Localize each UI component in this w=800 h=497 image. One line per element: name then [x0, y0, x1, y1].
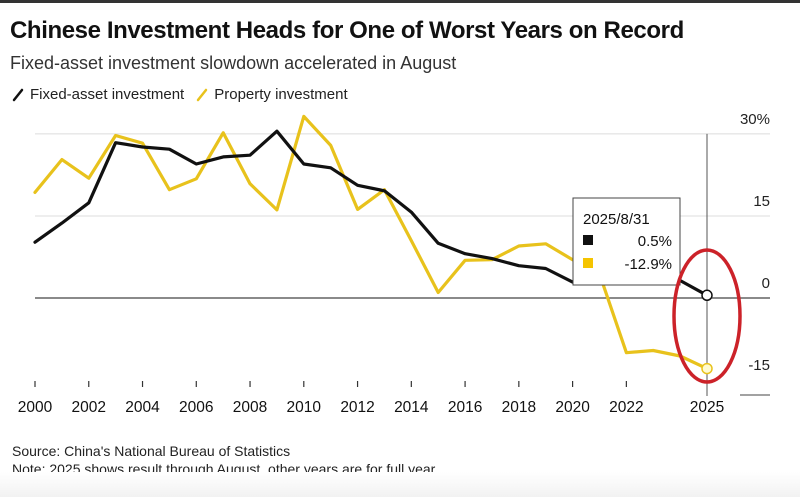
- legend-swatch-property-icon: [196, 88, 208, 101]
- tooltip: 2025/8/31 0.5% -12.9%: [572, 197, 681, 286]
- top-border: [0, 0, 800, 3]
- legend-label-fixed-asset: Fixed-asset investment: [30, 86, 185, 103]
- legend: Fixed-asset investment Property investme…: [12, 86, 360, 103]
- legend-label-property: Property investment: [214, 86, 348, 103]
- legend-item-property: Property investment: [196, 86, 348, 103]
- legend-item-fixed-asset: Fixed-asset investment: [12, 86, 184, 103]
- bottom-fade: [0, 472, 800, 497]
- tooltip-swatch-fixed-asset: [583, 235, 593, 245]
- chart-title: Chinese Investment Heads for One of Wors…: [10, 17, 684, 44]
- y-tick-label: 30%: [740, 111, 770, 128]
- hover-markers: [701, 289, 713, 375]
- y-tick-label: 15: [753, 193, 770, 210]
- hover-marker-fixed-asset: [701, 289, 713, 302]
- x-tick-label: 2006: [179, 399, 213, 416]
- x-tick-label: 2002: [72, 399, 106, 416]
- x-tick-label: 2010: [287, 399, 322, 416]
- chart-subtitle: Fixed-asset investment slowdown accelera…: [10, 53, 457, 73]
- y-tick-label: -15: [748, 357, 770, 374]
- legend-swatch-fixed-asset-icon: [12, 88, 24, 101]
- tooltip-swatch-property: [583, 258, 593, 268]
- x-tick-label: 2012: [340, 399, 374, 416]
- tooltip-date: 2025/8/31: [583, 211, 650, 228]
- tooltip-value-property: -12.9%: [624, 256, 672, 273]
- x-tick-label: 2020: [555, 399, 590, 416]
- x-tick-label: 2016: [448, 399, 482, 416]
- x-axis-ticks: 2000 2002 2004 2006 2008 2010 2012 2014 2016 2018…: [18, 381, 724, 416]
- x-tick-label: 2022: [609, 399, 643, 416]
- x-tick-label: 2014: [394, 399, 429, 416]
- x-tick-label: 2025: [690, 399, 724, 416]
- y-tick-label: 0: [762, 275, 770, 292]
- y-axis-ticks: 30% 15 0 -15: [740, 111, 770, 374]
- tooltip-value-fixed-asset: 0.5%: [638, 233, 672, 250]
- x-tick-label: 2004: [125, 399, 160, 416]
- tooltip-box: [572, 197, 681, 286]
- source-note: Source: China's National Bureau of Stati…: [12, 443, 291, 459]
- x-tick-label: 2008: [233, 399, 267, 416]
- hover-marker-property: [701, 362, 713, 375]
- x-tick-label: 2000: [18, 399, 53, 416]
- x-tick-label: 2018: [502, 399, 536, 416]
- red-circle-annotation: [672, 248, 742, 384]
